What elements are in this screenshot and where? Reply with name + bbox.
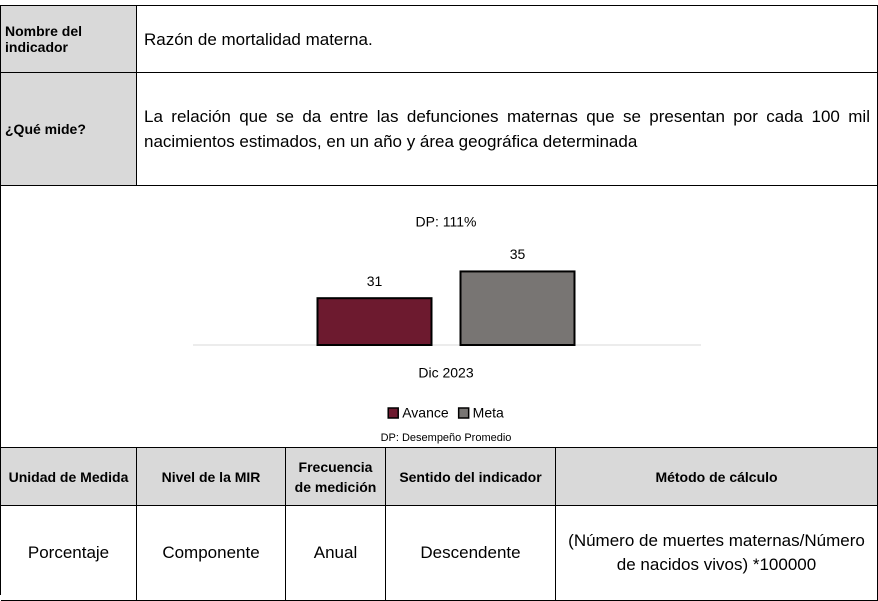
header-cell: Unidad de Medida [1,448,137,506]
data-cell: Componente [137,506,286,601]
data-cell-text: Anual [313,543,358,562]
x-tick-label: Dic 2023 [418,365,473,381]
data-cell: (Número de muertes maternas/Número de na… [556,506,878,601]
name-value: Razón de mortalidad materna. [137,6,878,73]
data-cell: Porcentaje [1,506,137,601]
header-cell: Frecuencia de medición [286,448,386,506]
legend-label: Avance [402,405,449,421]
bar [459,270,576,346]
header-cell: Sentido del indicador [386,448,556,506]
data-label: 31 [367,273,383,289]
header-cell-text: Sentido del indicador [399,468,542,485]
header-cell-text: Nivel de la MIR [161,468,261,485]
data-cell-text: Descendente [420,543,521,562]
data-cell: Anual [286,506,386,601]
header-cell: Método de cálculo [556,448,878,506]
data-cell-text: Componente [162,543,260,562]
header-cell-text: Unidad de Medida [8,468,129,485]
measures-label-text: ¿Qué mide? [5,121,86,137]
measures-value: La relación que se da entre las defuncio… [137,73,878,186]
header-cell: Nivel de la MIR [137,448,286,506]
header-cell-text: Frecuencia de medición [294,458,377,495]
name-label: Nombre del indicador [1,6,137,73]
chart-title: DP: 111% [416,214,477,230]
header-cell-text: Método de cálculo [655,468,778,485]
bar [316,297,433,346]
chart-cell: DP: 111% DP: Desempeño Promedio Dic 2023… [1,186,878,448]
legend-label: Meta [473,405,504,421]
data-label: 35 [510,246,526,262]
measures-text: La relación que se da entre las defuncio… [144,107,870,151]
indicator-sheet: Nombre del indicador Razón de mortalidad… [0,5,878,601]
chart-note: DP: Desempeño Promedio [381,432,512,444]
name-label-text: Nombre del indicador [5,23,83,55]
data-cell-text: Porcentaje [27,543,110,562]
legend-swatch [387,407,399,419]
measures-label: ¿Qué mide? [1,73,137,186]
chart: DP: 111% DP: Desempeño Promedio Dic 2023… [193,214,701,444]
data-cell-text: (Número de muertes maternas/Número de na… [568,531,865,574]
legend-swatch [457,407,470,419]
data-cell: Descendente [386,506,556,601]
name-text: Razón de mortalidad materna. [144,29,373,49]
